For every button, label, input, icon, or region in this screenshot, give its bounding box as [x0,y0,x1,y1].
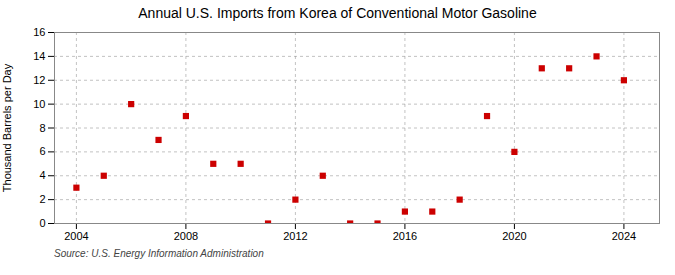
svg-text:8: 8 [39,122,45,134]
svg-text:12: 12 [33,74,45,86]
svg-text:0: 0 [39,217,45,229]
html-text:Annual U.S. Imports from Korea: Annual U.S. Imports from Korea of Conven… [138,5,537,21]
svg-text:2016: 2016 [393,230,417,242]
svg-text:16: 16 [33,26,45,38]
svg-text:2024: 2024 [612,230,636,242]
svg-text:2012: 2012 [283,230,307,242]
html-text:Source: U.S. Energy Informatio: Source: U.S. Energy Information Administ… [54,248,264,259]
svg-text:2008: 2008 [174,230,198,242]
svg-text:2020: 2020 [502,230,526,242]
svg-text:2: 2 [39,193,45,205]
svg-text:10: 10 [33,98,45,110]
svg-text:2004: 2004 [64,230,88,242]
svg-text:4: 4 [39,169,45,181]
svg-text:6: 6 [39,145,45,157]
svg-text:Thousand Barrels per Day: Thousand Barrels per Day [1,63,13,192]
svg-text:14: 14 [33,50,45,62]
